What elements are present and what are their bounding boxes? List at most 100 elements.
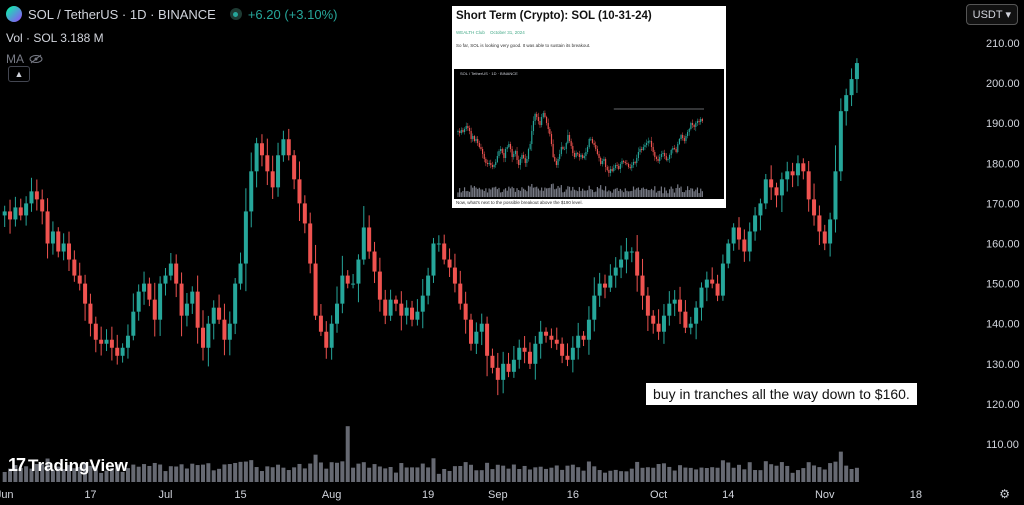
y-tick-label: 180.00 [986,158,1020,170]
candle-body [383,299,388,316]
volume-bar [109,468,114,482]
inset-volume-bar [467,190,469,197]
inset-volume-bar [504,188,507,197]
inset-volume-bar [523,188,525,197]
candle-body [479,323,484,332]
candle-body [8,211,13,220]
candle-body [640,275,645,296]
inset-volume-bar [626,190,628,197]
ma-legend[interactable]: MA [6,52,337,66]
volume-bar [795,470,800,482]
candle-body [828,219,833,244]
currency-label: USDT [972,9,1003,21]
inset-volume-bar [644,189,646,197]
candle-body [131,311,136,336]
chevron-down-icon: ▾ [1005,9,1011,21]
volume-bar [324,468,329,482]
collapse-legend-button[interactable]: ▲ [8,66,30,82]
candle-body [688,323,693,328]
candle-body [238,263,243,284]
inset-volume-bar [691,188,694,197]
candle-body [774,187,779,196]
candle-body [490,355,495,368]
candle-body [351,283,356,285]
inset-candle-body [662,153,664,154]
inset-candle-body [480,147,482,149]
symbol-title[interactable]: SOL / TetherUS · 1D · BINANCE [28,6,216,22]
inset-volume-bar [646,188,648,197]
candle-body [109,339,114,348]
candle-body [56,231,61,252]
candle-body [399,303,404,316]
inset-candle-body [673,148,676,149]
candle-body [83,283,88,304]
inset-volume-bar [614,188,617,197]
inset-volume-bar [547,188,549,197]
inset-volume-bar [496,189,498,197]
volume-bar [436,473,441,482]
volume-bar [452,466,457,482]
inset-candle-body [501,149,503,153]
volume-bar [254,467,259,482]
volume-bar [656,464,661,482]
inset-candle-body [493,165,495,167]
candle-body [77,275,82,284]
inset-volume-bar [534,187,536,197]
inset-volume-bar [513,188,515,197]
hide-eye-icon[interactable] [29,54,43,64]
candle-body [581,335,586,340]
candle-body [40,199,45,212]
inset-candle-body [554,157,556,161]
volume-bar [136,466,141,482]
candle-body [833,171,838,220]
inset-volume-bar [495,186,497,197]
inset-volume-bar [664,187,666,197]
volume-bar [785,465,790,482]
volume-bar [168,466,173,482]
y-tick-label: 130.00 [986,359,1020,371]
inset-candle-body [463,129,466,132]
inset-candle-body [606,167,608,170]
volume-bar [560,469,565,482]
inset-volume-bar [532,187,535,197]
volume-bar [147,465,152,482]
inset-candle-body [549,129,551,134]
inset-candle-body [623,161,625,162]
candle-body [404,307,409,316]
inset-candle-body [659,157,661,161]
gear-icon[interactable]: ⚙ [999,487,1010,501]
volume-bar [828,463,833,482]
inset-volume-bar [616,187,618,197]
inset-candle-body [583,156,585,158]
candle-body [367,227,372,252]
candle-body [442,243,447,260]
inset-volume-bar [463,187,466,197]
volume-bar [158,464,163,482]
candle-body [184,303,189,316]
volume-bar [297,463,302,482]
inset-volume-bar [678,187,680,197]
inset-chart-bg [454,69,724,199]
inset-candle-body [541,117,543,125]
candle-body [426,275,431,296]
inset-candle-body [572,146,574,153]
candle-body [335,303,339,324]
candle-body [544,331,549,336]
inset-candle-body [498,151,500,156]
inset-meta: WEALTH Club October 31, 2024 [456,30,722,35]
candle-body [276,155,281,188]
inset-volume-bar [683,192,685,197]
currency-selector[interactable]: USDT ▾ [965,4,1018,25]
inset-volume-bar [672,188,674,197]
volume-bar [635,461,640,482]
candle-body [613,267,618,276]
volume-bar [517,469,522,482]
volume-bar [469,464,473,482]
candle-body [838,111,843,172]
inset-volume-bar [701,191,703,197]
inset-volume-bar [473,186,475,197]
volume-bar [753,470,758,482]
inset-volume-bar [660,186,662,197]
volume-bar [645,467,650,482]
